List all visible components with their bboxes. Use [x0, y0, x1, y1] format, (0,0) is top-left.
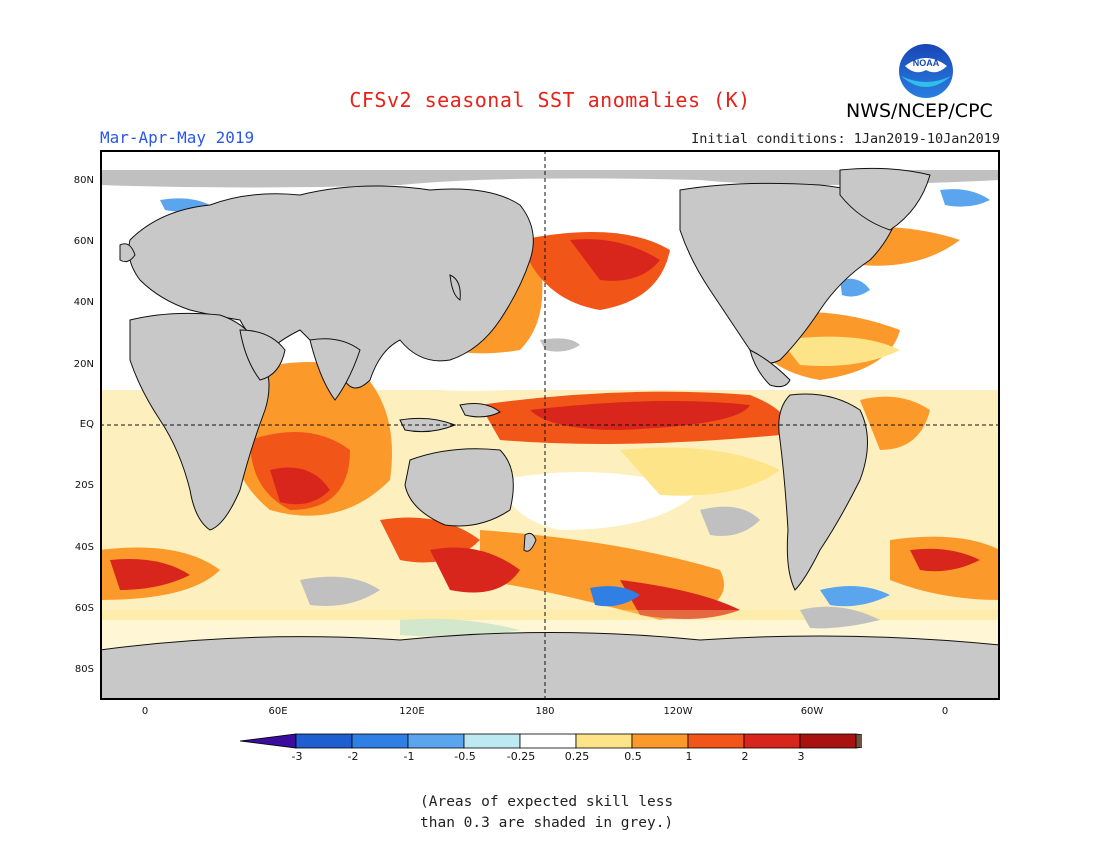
lon-label: 180: [535, 706, 555, 717]
lat-label: 80N: [73, 175, 94, 186]
season-label: Mar-Apr-May 2019: [100, 128, 255, 147]
colorbar-tick-label: -0.5: [454, 750, 476, 763]
map-frame: [100, 150, 1000, 700]
colorbar-segment: [799, 733, 857, 749]
colorbar-tick-label: -1: [403, 750, 415, 763]
lat-label: 40S: [74, 542, 94, 553]
colorbar-arrow-high: [855, 733, 862, 749]
colorbar: [239, 733, 862, 749]
lon-label: 0: [141, 706, 149, 717]
colorbar-tick-label: 1: [685, 750, 693, 763]
colorbar-segment: [519, 733, 577, 749]
agency-label: NWS/NCEP/CPC: [846, 100, 993, 122]
lon-label: 60E: [268, 706, 288, 717]
lat-label: 40N: [73, 297, 94, 308]
colorbar-tick-label: 0.25: [564, 750, 590, 763]
initial-conditions-label: Initial conditions: 1Jan2019-10Jan2019: [691, 131, 1000, 147]
footnote: (Areas of expected skill less than 0.3 a…: [420, 792, 780, 834]
colorbar-tick-label: 2: [741, 750, 749, 763]
colorbar-segment: [463, 733, 521, 749]
footnote-line: (Areas of expected skill less: [420, 794, 674, 810]
continents: [100, 167, 1000, 700]
colorbar-segment: [687, 733, 745, 749]
colorbar-arrow-low: [239, 733, 297, 749]
colorbar-segment: [407, 733, 465, 749]
colorbar-segment: [575, 733, 633, 749]
footnote-line: than 0.3 are shaded in grey.): [420, 815, 674, 831]
colorbar-tick-label: -3: [291, 750, 303, 763]
lon-label: 60W: [800, 706, 824, 717]
colorbar-tick-label: 3: [797, 750, 805, 763]
lon-label: 0: [941, 706, 949, 717]
sst-anomaly-map: [100, 150, 1000, 700]
colorbar-segment: [295, 733, 353, 749]
lat-label: 20S: [74, 480, 94, 491]
lat-label: 60N: [73, 236, 94, 247]
lat-label: 20N: [73, 359, 94, 370]
logo-text: NOAA: [913, 58, 940, 68]
lon-label: 120W: [663, 706, 693, 717]
lon-label: 120E: [399, 706, 425, 717]
map-title: CFSv2 seasonal SST anomalies (K): [349, 88, 751, 112]
lat-label: 60S: [74, 603, 94, 614]
colorbar-segment: [351, 733, 409, 749]
lat-label: 80S: [74, 664, 94, 675]
colorbar-segment: [743, 733, 801, 749]
colorbar-tick-label: -0.25: [506, 750, 536, 763]
colorbar-tick-label: -2: [347, 750, 359, 763]
noaa-logo: NOAA: [895, 40, 957, 102]
colorbar-segment: [631, 733, 689, 749]
lat-label: EQ: [79, 419, 94, 430]
colorbar-tick-label: 0.5: [624, 750, 642, 763]
